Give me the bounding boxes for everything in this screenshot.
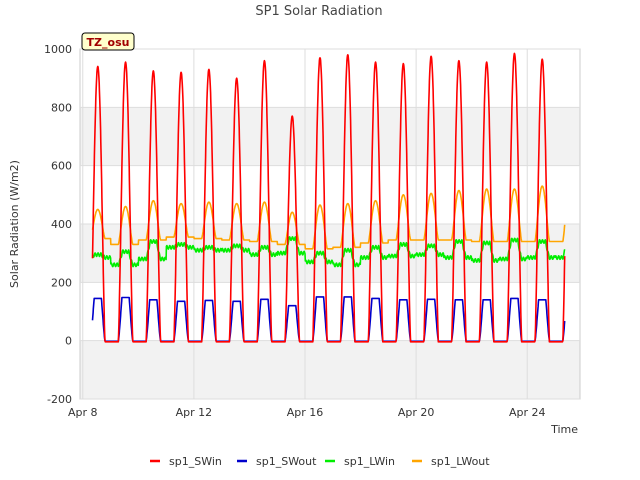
series-lines xyxy=(91,52,566,343)
y-axis: -200 0 200 400 600 800 1000 xyxy=(44,43,72,406)
y-tick-label: -200 xyxy=(47,393,72,406)
y-tick-label: 200 xyxy=(51,276,72,289)
legend-label-sp1_LWin: sp1_LWin xyxy=(344,455,395,468)
x-axis-label: Time xyxy=(550,423,578,436)
y-tick-label: 0 xyxy=(65,335,72,348)
x-tick-label: Apr 12 xyxy=(176,406,213,419)
y-tick-label: 400 xyxy=(51,218,72,231)
plot-band xyxy=(80,340,580,399)
series-line-sp1_SWin xyxy=(91,52,566,343)
badge-label: TZ_osu xyxy=(87,36,130,49)
y-axis-label: Solar Radiation (W/m2) xyxy=(8,160,21,288)
legend-label-sp1_SWout: sp1_SWout xyxy=(256,455,317,468)
series-line-sp1_LWin xyxy=(91,236,566,268)
y-tick-label: 1000 xyxy=(44,43,72,56)
y-tick-label: 800 xyxy=(51,101,72,114)
series-line-sp1_LWout xyxy=(91,185,566,250)
station-badge: TZ_osu xyxy=(81,32,135,51)
legend-label-sp1_LWout: sp1_LWout xyxy=(431,455,490,468)
legend-label-sp1_SWin: sp1_SWin xyxy=(169,455,222,468)
y-tick-label: 600 xyxy=(51,160,72,173)
x-tick-label: Apr 16 xyxy=(287,406,324,419)
x-tick-label: Apr 24 xyxy=(509,406,546,419)
x-tick-label: Apr 20 xyxy=(398,406,435,419)
x-tick-label: Apr 8 xyxy=(68,406,98,419)
plot-band xyxy=(80,224,580,283)
x-axis: Apr 8 Apr 12 Apr 16 Apr 20 Apr 24 xyxy=(68,406,545,419)
badge-box xyxy=(81,32,135,51)
plot-band xyxy=(80,107,580,166)
legend: sp1_SWin sp1_SWout sp1_LWin sp1_LWout xyxy=(150,455,490,468)
grid-lines xyxy=(80,48,580,400)
chart-title: SP1 Solar Radiation xyxy=(255,4,382,19)
